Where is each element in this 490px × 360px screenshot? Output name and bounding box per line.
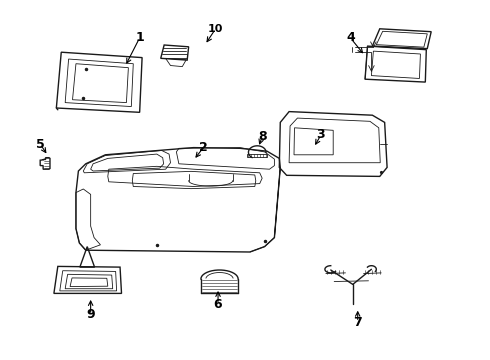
Text: 1: 1 — [135, 31, 144, 44]
Text: 5: 5 — [36, 138, 45, 150]
Text: 3: 3 — [317, 129, 325, 141]
Text: 6: 6 — [214, 298, 222, 311]
Text: 7: 7 — [353, 316, 362, 329]
Text: 9: 9 — [86, 309, 95, 321]
Text: 8: 8 — [258, 130, 267, 143]
Text: 10: 10 — [208, 24, 223, 34]
Text: 2: 2 — [199, 141, 208, 154]
Text: 4: 4 — [346, 31, 355, 44]
